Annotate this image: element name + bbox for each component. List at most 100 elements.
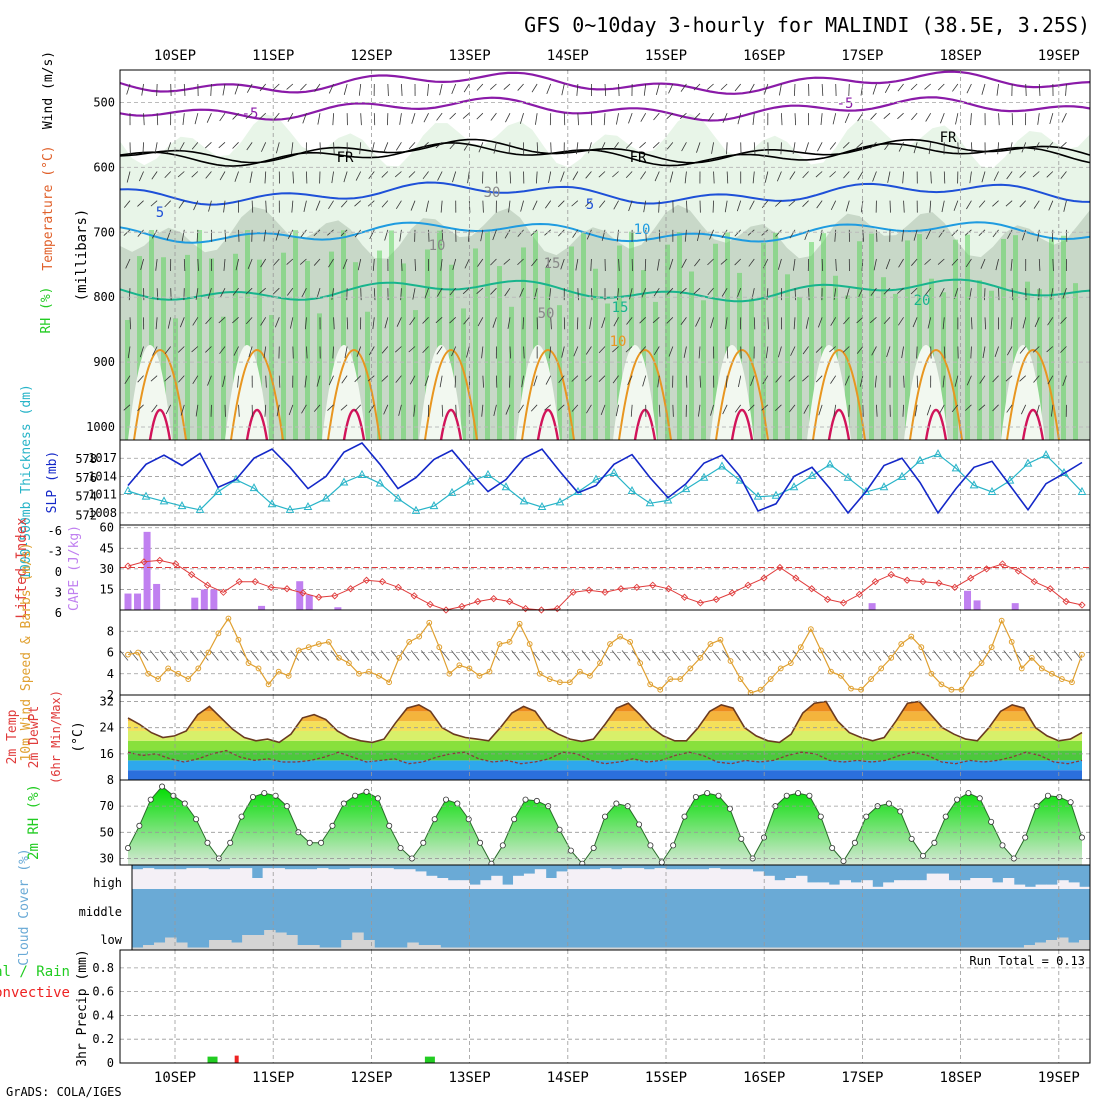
wind-barb [482, 200, 484, 213]
wind-barb [1038, 258, 1041, 271]
wind-barb [916, 346, 918, 359]
thickness-tick-label: 576 [75, 471, 97, 485]
wind-barb [641, 288, 647, 299]
low-cloud-bar [946, 947, 959, 950]
wind-barb [726, 346, 729, 359]
convective-bar [234, 1055, 239, 1063]
wind-speed-point [526, 641, 533, 647]
surface-wind-barb [521, 650, 530, 661]
wind-barb [586, 229, 592, 240]
surface-wind-barb [682, 650, 691, 661]
wind-barb [274, 317, 280, 328]
temp2m-panel: 8 16 24 32 2m Temp 2m DewPt (6hr Min/Max) (°C) [5, 690, 1091, 787]
li-point [935, 579, 943, 587]
rh-moist-plume [437, 230, 442, 440]
thickness-point [807, 470, 817, 479]
wind-barb [384, 229, 389, 241]
high-cloud-gap [208, 869, 220, 889]
wind-barb [925, 229, 932, 240]
li-point [490, 595, 498, 603]
li-point [712, 595, 720, 604]
li-point [299, 589, 307, 597]
wind-barb [300, 83, 307, 91]
surface-wind-barb [1063, 650, 1073, 661]
surface-wind-barb [812, 650, 822, 661]
surface-wind-barb [752, 650, 761, 661]
wind-barb [259, 287, 266, 294]
wind-barb [139, 346, 144, 358]
contour-label: 10 [610, 334, 627, 350]
high-cloud-gap [883, 882, 895, 889]
wind-barb [299, 258, 307, 265]
wind-barb [142, 142, 144, 155]
high-cloud-gap [567, 869, 579, 889]
low-cloud-bar [704, 947, 717, 950]
wind-speed-point [697, 654, 704, 661]
rh-moist-plume [401, 263, 406, 440]
wind-barb [411, 113, 416, 124]
thickness-point [321, 493, 331, 502]
wind-barb [652, 142, 660, 149]
wind-barb [399, 113, 402, 125]
rh-point [817, 813, 824, 820]
wind-speed-point [466, 665, 473, 672]
surface-wind-barb [189, 650, 199, 661]
wind-barb [395, 375, 402, 383]
wind-barb [693, 112, 701, 120]
li-point [315, 593, 323, 601]
low-cloud-bar [198, 947, 210, 950]
low-cloud-bar [1012, 947, 1025, 950]
low-cloud-bar [319, 947, 331, 950]
wind-barb [804, 229, 809, 241]
low-cloud-bar [473, 947, 485, 950]
wind-barb [205, 317, 212, 325]
wind-barb [762, 375, 769, 385]
wind-barb [925, 112, 932, 122]
wind-barb [970, 346, 972, 359]
wind-barb [654, 171, 660, 182]
cape-bar [200, 589, 208, 610]
temp-contour-25 [633, 408, 657, 441]
low-cloud-bar [770, 947, 783, 950]
wind-barb [546, 83, 552, 95]
surface-wind-barb [591, 650, 601, 661]
wind-speed-point [516, 620, 523, 627]
wind-barb [464, 258, 470, 269]
wind-barb [903, 200, 905, 213]
wind-barb [521, 375, 524, 388]
rh-point [181, 800, 188, 807]
wind-barb [712, 200, 714, 213]
low-cloud-bar [979, 947, 992, 950]
wind-barb [748, 258, 755, 267]
li-tick-label: 6 [55, 606, 62, 620]
wind-barb [1032, 171, 1040, 178]
wind-barb [1048, 200, 1054, 211]
wind-tick-label: 2 [107, 688, 114, 702]
low-cloud-bar [264, 930, 276, 950]
thickness-point [879, 482, 889, 491]
cape-tick-label: 60 [100, 521, 114, 535]
high-cloud-gap [763, 875, 775, 889]
wind-barb [640, 171, 647, 180]
high-cloud-gap [839, 880, 851, 889]
low-cloud-bar [638, 947, 651, 950]
wind-barb [137, 200, 144, 207]
wind-barb [481, 346, 484, 359]
surface-wind-barb [280, 650, 289, 661]
surface-wind-barb [832, 650, 842, 661]
wind-barb [505, 112, 511, 123]
wind-barb [577, 113, 579, 126]
precip-axis-label: 3hr Precip (mm) [75, 949, 90, 1066]
rh-moist-plume [593, 268, 598, 440]
wind-barb [584, 375, 592, 382]
wind-barb [1011, 288, 1014, 301]
wind-barb [1006, 404, 1013, 413]
wind-barb [576, 317, 579, 330]
surface-wind-barb [943, 650, 952, 661]
wind-barb [412, 288, 416, 300]
wind-barb [387, 83, 389, 96]
wind-barb [509, 346, 511, 359]
wind-barb [1033, 375, 1040, 383]
wind-barb [408, 346, 416, 353]
high-cloud-gap [132, 869, 144, 889]
